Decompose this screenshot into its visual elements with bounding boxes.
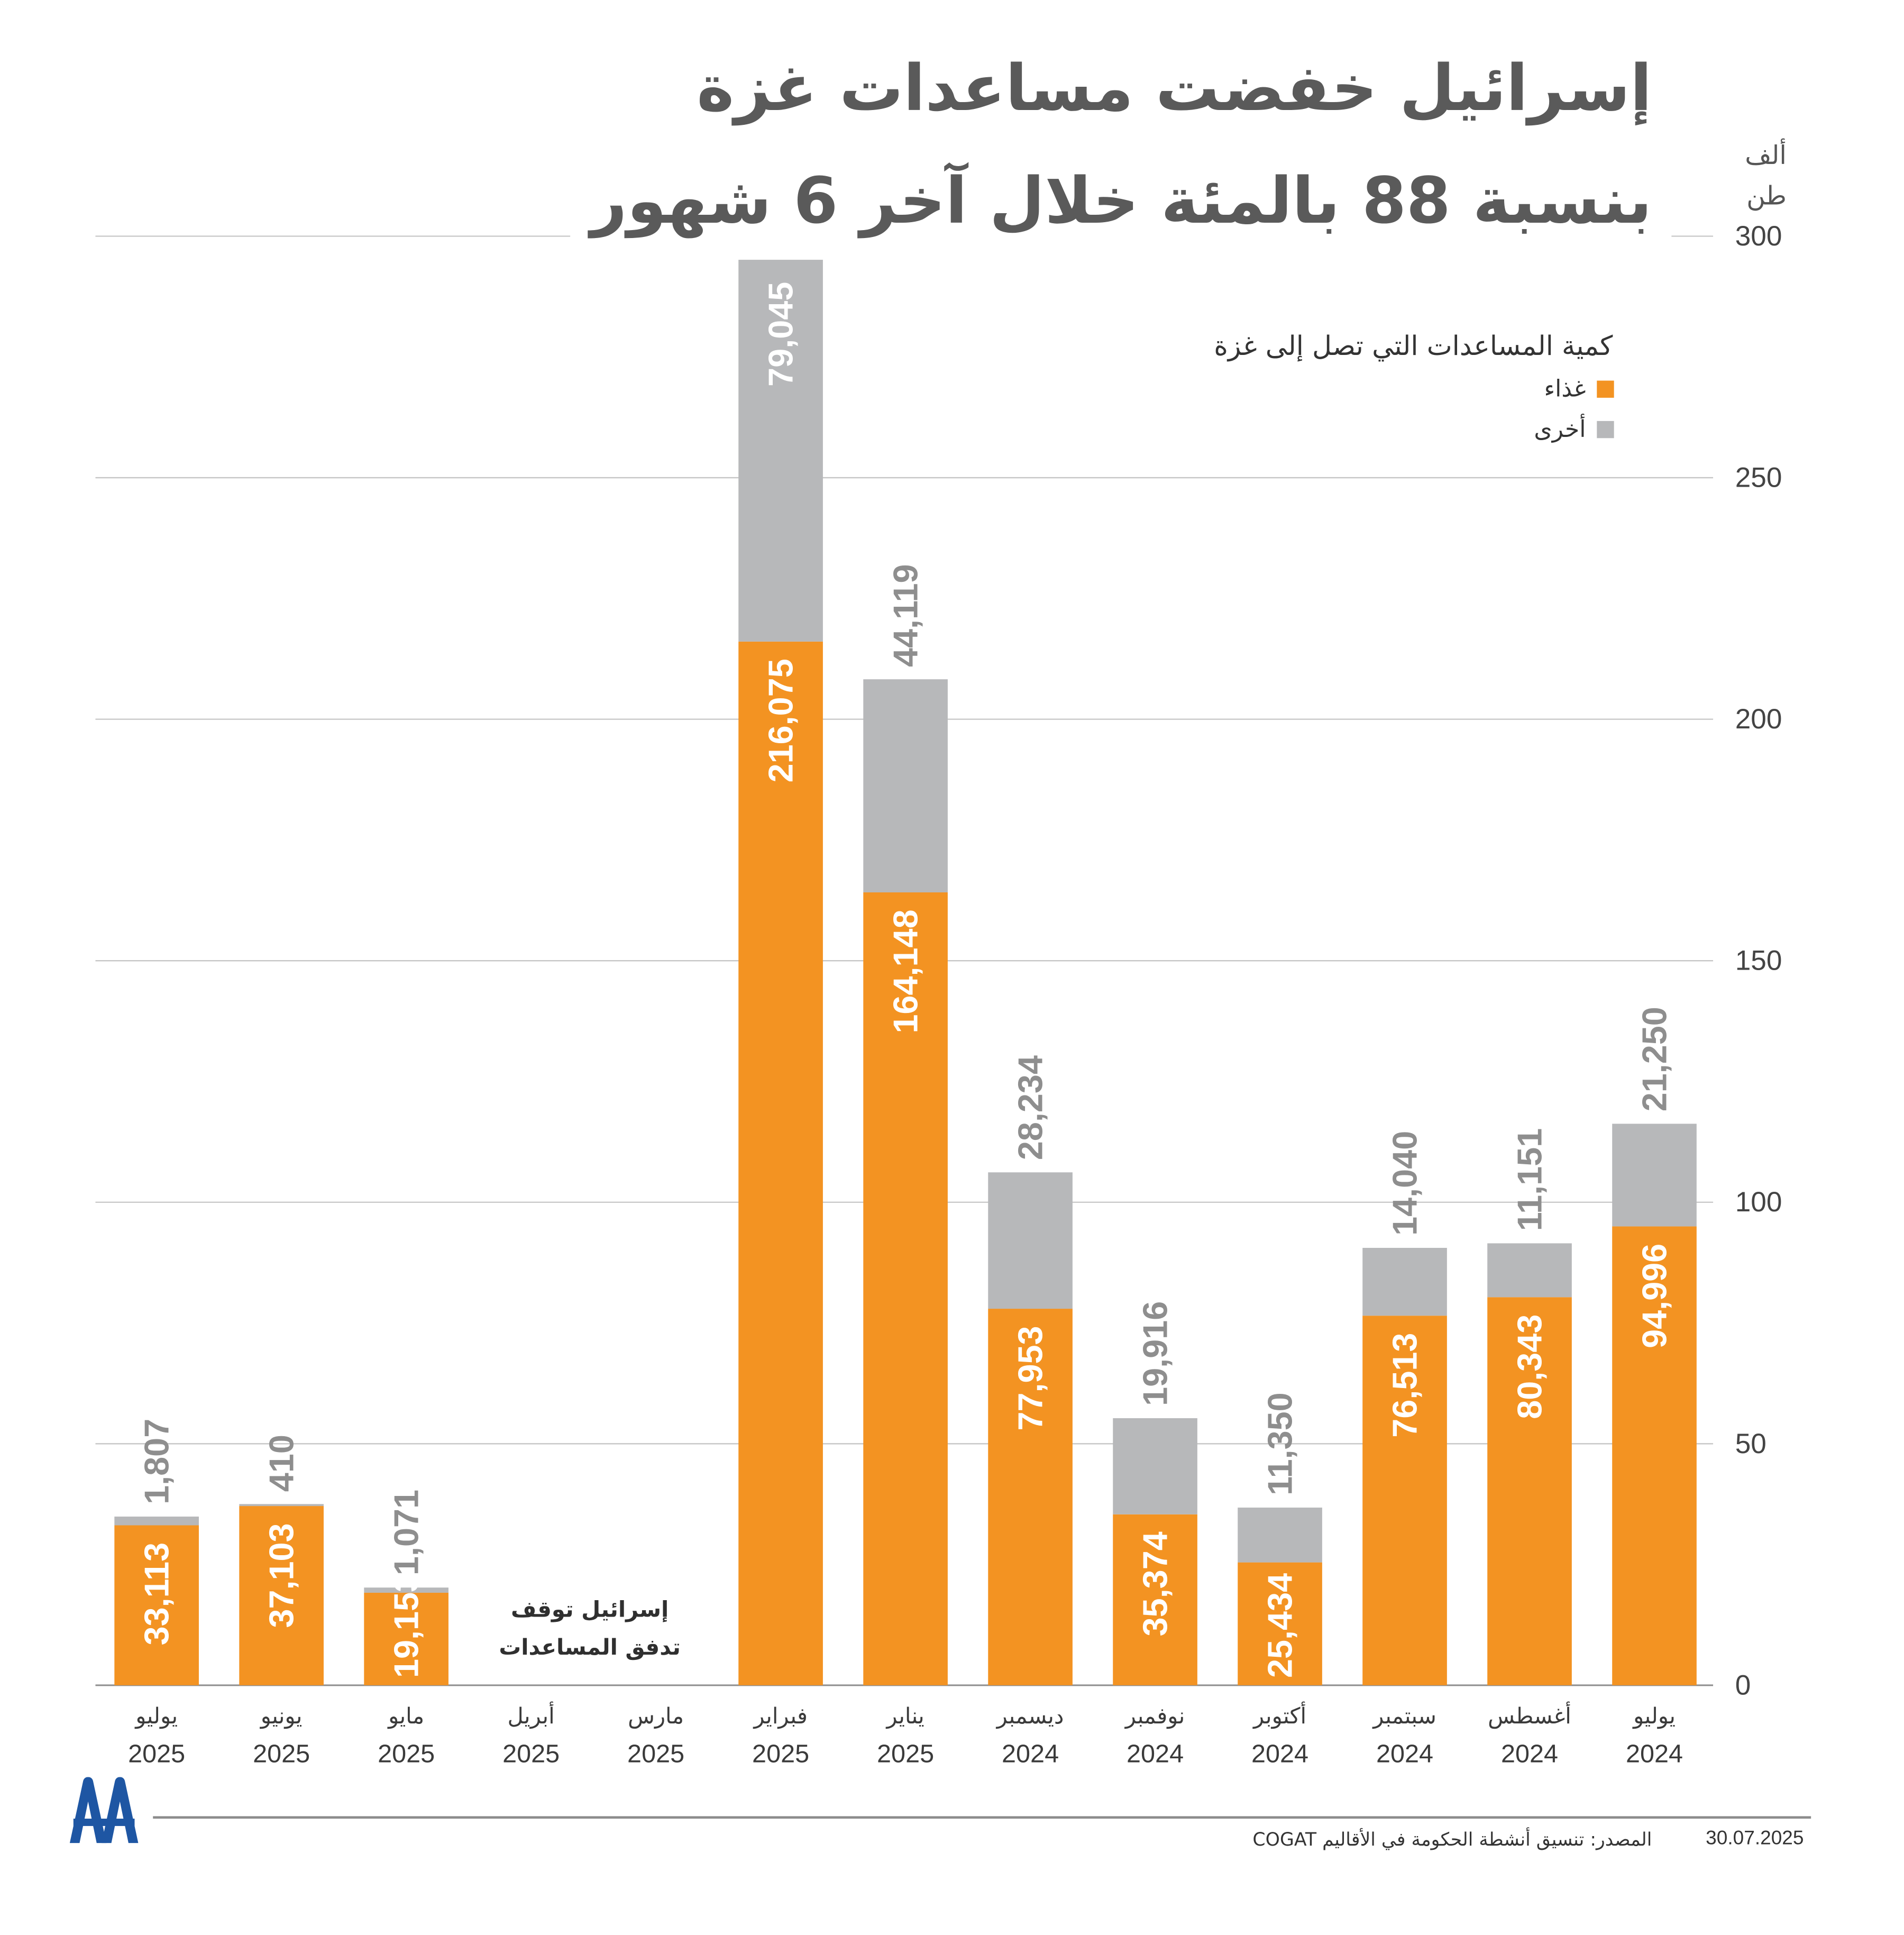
bar-food-11: [239, 1506, 324, 1685]
y-tick-label-0: 0: [1735, 1669, 1751, 1701]
x-tick-label-month-6: يناير: [885, 1703, 924, 1729]
bar-food-2: [1362, 1316, 1447, 1685]
x-tick-label-month-5: ديسمبر: [996, 1703, 1064, 1729]
anadolu-agency-logo-icon: [69, 1777, 139, 1843]
x-axis-tick-labels: يوليو 2024 أغسطس 2024 سبتمبر 2024 أكتوبر 2024 نو…: [128, 1701, 1683, 1768]
x-tick-label-year-7: 2025: [752, 1739, 809, 1768]
data-label-food-1: 80,343: [1511, 1315, 1549, 1419]
bar-other-7: [738, 260, 823, 642]
x-tick-label-month-0: يوليو: [1632, 1703, 1676, 1729]
x-tick-label-year-12: 2025: [128, 1739, 185, 1768]
x-tick-label-year-11: 2025: [253, 1739, 310, 1768]
x-tick-label-year-10: 2025: [378, 1739, 435, 1768]
x-tick-label-month-4: نوفمبر: [1124, 1703, 1185, 1729]
annotation-line-1: إسرائيل توقف: [510, 1597, 669, 1623]
y-tick-label-250: 250: [1735, 462, 1782, 494]
legend-swatch-food: [1597, 380, 1614, 398]
data-label-food-6: 164,148: [886, 909, 925, 1033]
x-tick-label-month-8: مارس: [628, 1703, 684, 1729]
bar-food-6: [863, 892, 948, 1685]
bar-other-12: [114, 1516, 199, 1526]
legend-label-food: غذاء: [1544, 376, 1586, 403]
y-tick-label-150: 150: [1735, 945, 1782, 976]
x-tick-label-month-3: أكتوبر: [1252, 1701, 1306, 1729]
y-axis-tick-labels: 0 50 100 150 200 250 300: [1735, 221, 1782, 1701]
bar-other-4: [1113, 1418, 1197, 1514]
data-label-food-7: 216,075: [762, 659, 800, 782]
data-label-food-2: 76,513: [1386, 1333, 1424, 1438]
legend-label-other: أخرى: [1534, 416, 1586, 443]
bar-other-0: [1612, 1124, 1697, 1227]
data-label-other-1: 11,151: [1511, 1128, 1549, 1231]
x-tick-label-year-5: 2024: [1002, 1739, 1059, 1768]
x-tick-label-year-8: 2025: [627, 1739, 684, 1768]
x-tick-label-month-7: فبراير: [753, 1703, 808, 1729]
bar-food-0: [1612, 1226, 1697, 1685]
bar-other-6: [863, 679, 948, 893]
annotation-line-2: تدفق المساعدات: [499, 1635, 681, 1661]
data-label-food-3: 25,434: [1261, 1573, 1299, 1678]
x-tick-label-year-9: 2025: [502, 1739, 560, 1768]
title-line-1: إسرائيل خفضت مساعدات غزة: [677, 46, 1672, 142]
data-label-food-0: 94,996: [1635, 1244, 1674, 1348]
y-tick-label-100: 100: [1735, 1186, 1782, 1218]
bar-food-12: [114, 1525, 199, 1685]
data-label-food-11: 37,103: [262, 1523, 301, 1628]
data-label-other-7: 79,045: [762, 282, 800, 387]
y-tick-label-50: 50: [1735, 1428, 1766, 1459]
title-line-2: بنسبة 88 بالمئة خلال آخر 6 شهور: [571, 159, 1672, 255]
bar-other-3: [1238, 1507, 1322, 1563]
bar-food-7: [738, 641, 823, 1685]
x-tick-label-year-4: 2024: [1127, 1739, 1184, 1768]
legend-title: كمية المساعدات التي تصل إلى غزة: [1214, 331, 1613, 362]
bar-food-5: [988, 1309, 1073, 1685]
x-tick-label-year-1: 2024: [1501, 1739, 1558, 1768]
data-label-other-4: 19,916: [1136, 1301, 1175, 1406]
source-text: المصدر: تنسيق أنشطة الحكومة في الأقاليم …: [1252, 1828, 1652, 1851]
y-tick-label-200: 200: [1735, 704, 1782, 735]
date-text: 30.07.2025: [1706, 1828, 1804, 1849]
x-tick-label-month-2: سبتمبر: [1372, 1703, 1436, 1729]
footer-divider: [153, 1816, 1811, 1818]
x-tick-label-month-1: أغسطس: [1488, 1701, 1571, 1729]
bar-food-4: [1113, 1514, 1197, 1685]
legend-swatch-other: [1597, 421, 1614, 439]
bar-other-1: [1487, 1243, 1572, 1298]
data-label-food-12: 33,113: [138, 1542, 176, 1646]
x-tick-label-year-3: 2024: [1251, 1739, 1308, 1768]
data-label-other-0: 21,250: [1635, 1007, 1674, 1111]
bar-other-5: [988, 1172, 1073, 1309]
data-label-food-4: 35,374: [1136, 1531, 1175, 1636]
bar-other-2: [1362, 1248, 1447, 1316]
data-label-food-5: 77,953: [1011, 1326, 1050, 1430]
y-axis-unit-line-1: ألف: [1745, 141, 1787, 170]
data-label-other-5: 28,234: [1011, 1055, 1050, 1160]
bar-food-10: [364, 1592, 448, 1685]
data-label-food-10: 19,153: [387, 1573, 426, 1678]
x-tick-label-month-12: يوليو: [134, 1703, 178, 1729]
x-tick-label-month-9: أبريل: [507, 1701, 554, 1729]
bar-other-11: [239, 1504, 324, 1507]
data-label-other-2: 14,040: [1386, 1131, 1424, 1236]
bar-food-3: [1238, 1562, 1322, 1685]
bar-other-10: [364, 1587, 448, 1593]
y-axis-unit-line-2: طن: [1746, 181, 1787, 211]
data-label-other-3: 11,350: [1261, 1392, 1299, 1495]
data-label-other-11: 410: [262, 1435, 301, 1492]
x-tick-label-month-11: يونيو: [260, 1703, 303, 1729]
data-labels: 94,996 21,250 80,343 11,151 76,513 14,040 25,4…: [138, 282, 1674, 1678]
y-tick-label-300: 300: [1735, 221, 1782, 252]
x-tick-label-year-6: 2025: [877, 1739, 934, 1768]
data-label-other-10: 1,071: [387, 1490, 426, 1575]
bars: [114, 260, 1697, 1685]
x-tick-label-year-2: 2024: [1376, 1739, 1433, 1768]
x-tick-label-year-0: 2024: [1626, 1739, 1683, 1768]
data-label-other-12: 1,807: [138, 1419, 176, 1504]
x-tick-label-month-10: مايو: [387, 1703, 424, 1729]
bar-food-1: [1487, 1297, 1572, 1685]
data-label-other-6: 44,119: [886, 564, 925, 667]
